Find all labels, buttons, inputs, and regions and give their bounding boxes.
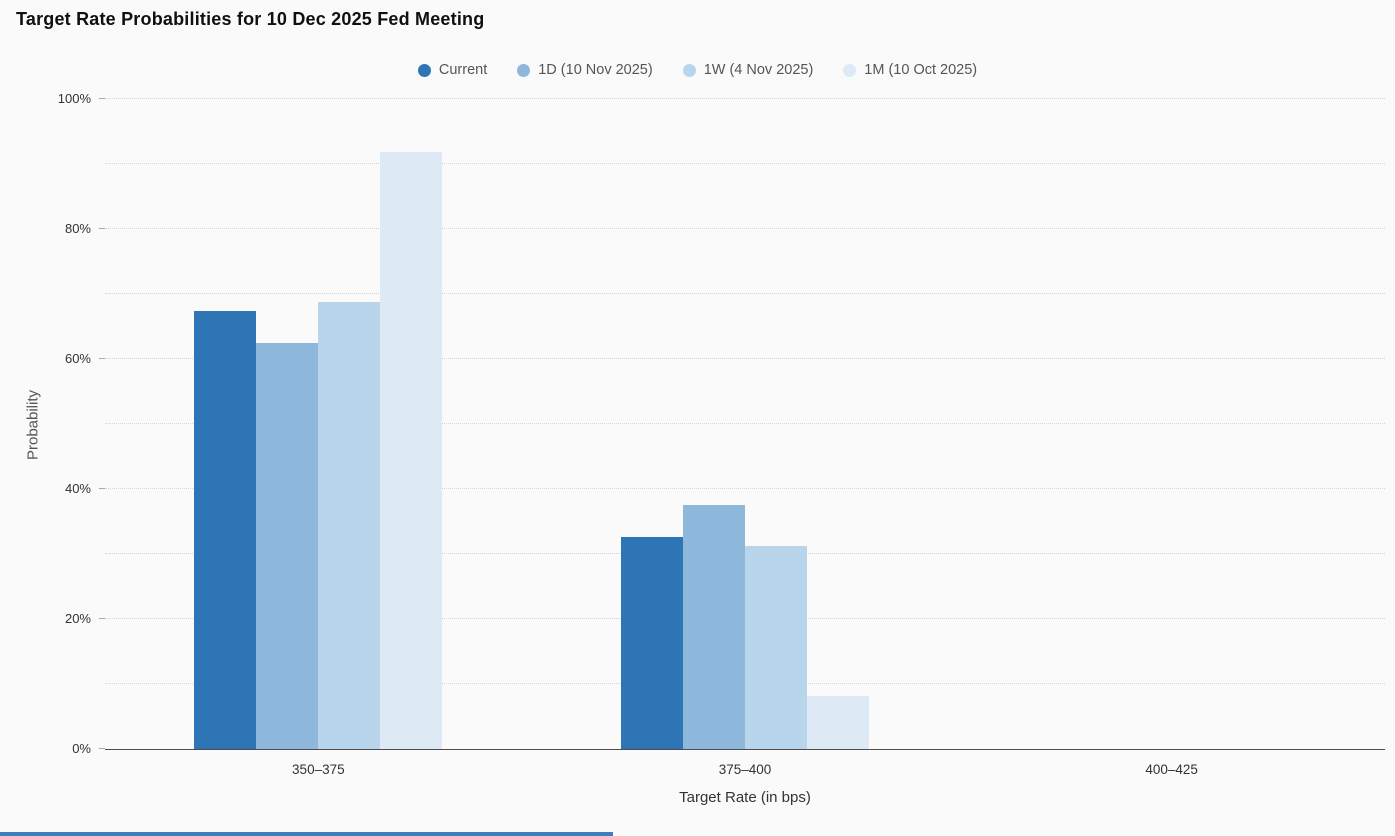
gridline <box>105 228 1385 229</box>
legend-marker-icon <box>843 63 857 77</box>
bar-1d-350-375 <box>256 342 319 749</box>
y-tick-mark <box>99 228 105 229</box>
legend-item-1w[interactable]: 1W (4 Nov 2025) <box>682 62 814 78</box>
bar-current-375-400 <box>621 537 683 749</box>
x-tick-label: 400–425 <box>1145 762 1198 777</box>
y-tick-label: 60% <box>64 351 91 366</box>
legend-marker-icon <box>682 63 696 77</box>
bar-1d-375-400 <box>683 505 745 749</box>
bar-1m-375-400 <box>807 695 869 749</box>
gridline <box>105 98 1385 99</box>
y-axis-title: Probability <box>24 389 42 461</box>
y-tick-mark <box>99 488 105 489</box>
gridline <box>105 423 1385 424</box>
bar-1w-350-375 <box>318 302 381 749</box>
y-tick-label: 0% <box>72 741 91 756</box>
y-tick-label: 20% <box>64 611 91 626</box>
legend-label: 1W (4 Nov 2025) <box>703 62 814 78</box>
legend-item-1m[interactable]: 1M (10 Oct 2025) <box>843 62 977 78</box>
y-tick-mark <box>99 98 105 99</box>
bar-current-350-375 <box>194 310 257 749</box>
bar-1m-350-375 <box>380 152 443 749</box>
y-tick-label: 80% <box>64 221 91 236</box>
y-tick-mark <box>99 748 105 749</box>
y-tick-mark <box>99 618 105 619</box>
y-tick-label: 40% <box>64 481 91 496</box>
legend-item-current[interactable]: Current <box>417 62 488 78</box>
legend-label: 1M (10 Oct 2025) <box>864 62 978 78</box>
bar-1w-375-400 <box>745 545 807 749</box>
bottom-scrollbar[interactable] <box>0 832 613 836</box>
legend-label: Current <box>438 62 488 78</box>
gridline <box>105 488 1385 489</box>
legend-marker-icon <box>417 63 431 77</box>
y-tick-mark <box>99 358 105 359</box>
chart-legend: Current 1D (10 Nov 2025) 1W (4 Nov 2025) 1M… <box>0 62 1395 78</box>
x-tick-label: 350–375 <box>292 762 345 777</box>
legend-label: 1D (10 Nov 2025) <box>538 62 653 78</box>
x-axis-title: Target Rate (in bps) <box>679 789 811 806</box>
x-tick-label: 375–400 <box>718 762 772 777</box>
gridline <box>105 163 1385 164</box>
plot-area: 0% 20% 40% 60% 80% 100% 350–375 375–400 400–425 <box>58 91 1385 777</box>
legend-item-1d[interactable]: 1D (10 Nov 2025) <box>517 62 653 78</box>
chart-title: Target Rate Probabilities for 10 Dec 202… <box>16 9 485 29</box>
legend-marker-icon <box>517 63 531 77</box>
gridline <box>105 293 1385 294</box>
gridline <box>105 358 1385 359</box>
y-tick-label: 100% <box>57 91 91 106</box>
